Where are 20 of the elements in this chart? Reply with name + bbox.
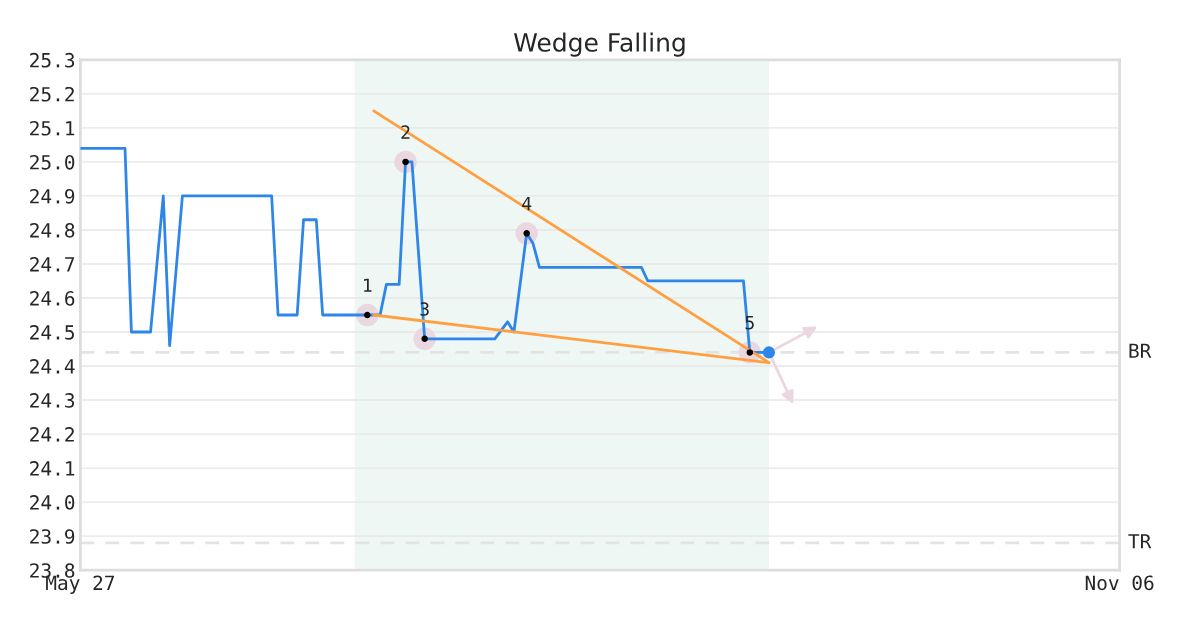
y-tick-label: 24.9 (30, 188, 75, 204)
ref-line-label: TR (1128, 534, 1152, 549)
y-tick-label: 24.3 (30, 393, 75, 408)
y-tick-label: 24.8 (30, 222, 75, 238)
y-tick-label: 25.1 (30, 120, 75, 136)
y-tick-label: 25.3 (30, 52, 75, 68)
y-tick-label: 24.2 (30, 427, 74, 442)
y-tick-label: 24.7 (30, 256, 75, 272)
ref-line-label: BR (1129, 343, 1152, 358)
annotation: 1 (364, 278, 372, 292)
x-tick-label: Nov 06 (1085, 575, 1154, 591)
chart-title: Wedge Falling (514, 32, 685, 57)
y-tick-label: 24.4 (30, 359, 75, 374)
y-tick-label: 24.5 (30, 325, 74, 340)
y-tick-label: 24.1 (30, 461, 75, 476)
y-tick-label: 24.0 (30, 495, 75, 510)
y-tick-label: 24.6 (30, 291, 75, 306)
y-tick-label: 25.2 (30, 86, 74, 102)
y-tick-label: 23.9 (30, 529, 75, 544)
y-tick-label: 25.0 (30, 154, 75, 170)
